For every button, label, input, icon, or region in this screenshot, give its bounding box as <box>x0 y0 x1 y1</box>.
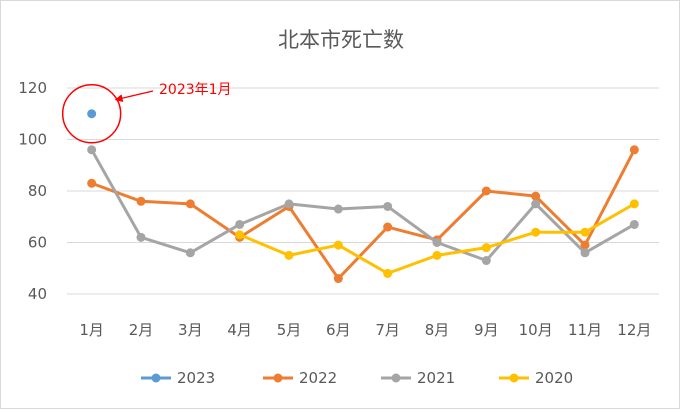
legend-item-2021: 2021 <box>381 369 455 387</box>
x-tick-label: 5月 <box>277 321 302 339</box>
legend-marker <box>273 373 283 383</box>
annotation-arrow <box>114 90 154 103</box>
x-tick-label: 8月 <box>425 321 450 339</box>
x-axis-ticks: 1月 2月 3月 4月 5月 6月 7月 8月 9月 10月 11月 12月 <box>79 321 651 339</box>
series-group <box>87 109 639 284</box>
series-2023 <box>87 109 97 119</box>
annotation-group: 2023年1月 <box>61 82 232 144</box>
data-point-2021 <box>432 238 442 247</box>
series-line-2021 <box>90 149 636 263</box>
data-point-2022 <box>87 178 97 188</box>
data-point-2021 <box>531 199 541 209</box>
data-point-2022 <box>531 191 541 201</box>
annotation-label: 2023年1月 <box>159 82 232 98</box>
data-point-2022 <box>136 196 146 206</box>
data-point-2022 <box>383 222 393 232</box>
data-point-2021 <box>235 219 245 229</box>
x-tick-label: 6月 <box>326 321 351 339</box>
data-point-2021 <box>284 199 294 209</box>
data-point-2020 <box>629 199 639 209</box>
x-tick-label: 12月 <box>617 321 651 339</box>
legend-marker <box>151 373 161 383</box>
data-point-2022 <box>481 186 491 196</box>
data-point-2020 <box>383 268 393 278</box>
legend-label: 2023 <box>177 369 215 387</box>
legend-label: 2022 <box>299 369 337 387</box>
gridlines <box>67 87 659 295</box>
data-point-2020 <box>333 240 343 250</box>
data-point-2021 <box>333 204 343 214</box>
data-point-2021 <box>481 256 491 266</box>
series-line-2022 <box>91 149 636 281</box>
data-point-2022 <box>333 274 343 284</box>
data-point-2021 <box>87 145 97 155</box>
data-point-2021 <box>629 219 639 229</box>
data-point-2021 <box>580 248 590 258</box>
y-axis-ticks: 40 60 80 100 120 <box>18 79 47 303</box>
x-tick-label: 2月 <box>129 321 154 339</box>
data-point-2023 <box>87 109 97 119</box>
legend-marker <box>391 373 401 383</box>
x-tick-label: 10月 <box>519 321 553 339</box>
y-tick-label: 100 <box>18 131 47 149</box>
y-tick-label: 80 <box>28 182 47 200</box>
x-tick-label: 11月 <box>568 321 602 339</box>
legend-label: 2020 <box>535 369 573 387</box>
data-point-2020 <box>235 230 245 240</box>
x-tick-label: 9月 <box>474 321 499 339</box>
legend-item-2020: 2020 <box>499 369 573 387</box>
x-tick-label: 3月 <box>178 321 203 339</box>
chart-title: 北本市死亡数 <box>278 28 404 52</box>
series-2021 <box>87 145 639 266</box>
data-point-2022 <box>185 199 195 209</box>
legend-item-2022: 2022 <box>263 369 337 387</box>
data-point-2022 <box>580 240 590 250</box>
data-point-2020 <box>531 227 541 237</box>
series-2020 <box>235 199 639 278</box>
x-tick-label: 4月 <box>227 321 252 339</box>
data-point-2022 <box>629 145 639 155</box>
data-point-2021 <box>136 232 146 242</box>
legend-item-2023: 2023 <box>141 369 215 387</box>
legend: 2023 2022 2021 2020 <box>141 369 573 387</box>
annotation-circle <box>61 84 122 144</box>
series-2022 <box>87 145 639 284</box>
data-point-2020 <box>432 250 442 260</box>
y-tick-label: 60 <box>28 234 47 252</box>
y-tick-label: 120 <box>18 79 47 97</box>
x-tick-label: 7月 <box>375 321 400 339</box>
y-tick-label: 40 <box>28 285 47 303</box>
data-point-2020 <box>481 243 491 253</box>
data-point-2020 <box>284 250 294 260</box>
legend-marker <box>509 373 519 383</box>
legend-label: 2021 <box>417 369 455 387</box>
x-tick-label: 1月 <box>79 321 104 339</box>
data-point-2021 <box>383 201 393 211</box>
data-point-2020 <box>580 227 590 237</box>
data-point-2021 <box>185 248 195 258</box>
